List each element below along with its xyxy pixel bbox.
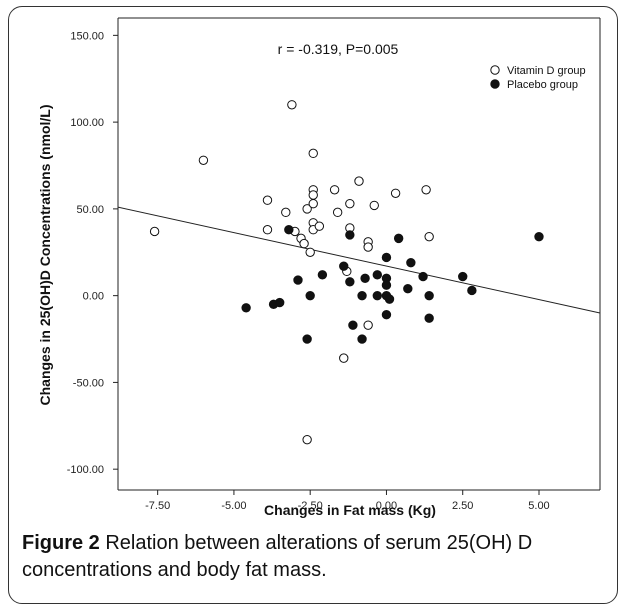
vitamin-d-point — [262, 195, 273, 205]
vitamin-d-point — [363, 320, 373, 330]
placebo-point — [357, 290, 367, 301]
vitamin-d-point — [390, 188, 401, 198]
x-tick-label: 0.00 — [376, 500, 397, 512]
placebo-point — [418, 271, 428, 282]
vitamin-d-point — [198, 155, 209, 165]
vitamin-d-point — [308, 148, 318, 159]
vitamin-d-point — [287, 100, 297, 110]
placebo-point — [360, 273, 370, 283]
vitamin-d-point — [363, 242, 373, 252]
x-tick-label: -5.00 — [221, 500, 246, 512]
vitamin-d-point — [302, 204, 312, 214]
vitamin-d-point — [354, 176, 364, 186]
placebo-point — [467, 285, 477, 296]
placebo-point — [345, 230, 355, 240]
vitamin-d-point — [314, 221, 325, 231]
vitamin-d-point — [308, 190, 318, 200]
vitamin-d-point — [369, 200, 379, 211]
y-tick-label: 0.00 — [83, 291, 104, 303]
placebo-point — [305, 290, 315, 301]
placebo-point — [317, 270, 328, 280]
placebo-point — [302, 334, 312, 344]
figure-frame — [8, 6, 618, 604]
vitamin-d-point — [424, 231, 434, 242]
y-axis-label: Changes in 25(OH)D Concentrations (nmol/… — [37, 104, 53, 405]
placebo-point — [381, 310, 392, 320]
legend-label-vitamin-d: Vitamin D group — [507, 65, 586, 77]
fit-line-group — [117, 206, 601, 314]
vitamin-d-point — [302, 434, 312, 445]
placebo-point — [357, 334, 367, 344]
placebo-point — [534, 231, 544, 242]
placebo-point — [274, 297, 285, 308]
data-points — [149, 100, 544, 445]
x-tick-label: 2.50 — [452, 500, 473, 512]
legend-marker-vitamin-d — [490, 65, 500, 75]
placebo-point — [284, 225, 294, 235]
y-tick-label: -50.00 — [73, 377, 104, 389]
placebo-point — [381, 280, 392, 290]
placebo-point — [403, 284, 413, 294]
y-tick-label: -100.00 — [67, 464, 104, 476]
placebo-point — [424, 313, 434, 323]
x-tick-label: 5.00 — [528, 500, 549, 512]
y-tick-label: 100.00 — [70, 117, 104, 129]
placebo-point — [424, 290, 434, 301]
x-tick-label: -2.50 — [298, 500, 323, 512]
y-tick-label: 50.00 — [76, 204, 104, 216]
legend: Vitamin D group Placebo group — [490, 65, 586, 91]
vitamin-d-point — [345, 198, 355, 209]
figure-caption-label: Figure 2 — [22, 532, 100, 554]
vitamin-d-point — [149, 226, 160, 237]
placebo-point — [393, 233, 404, 244]
vitamin-d-point — [299, 238, 309, 249]
x-tick-label: -7.50 — [145, 500, 170, 512]
vitamin-d-point — [305, 247, 315, 257]
vitamin-d-point — [339, 353, 349, 363]
y-tick-label: 150.00 — [70, 30, 104, 42]
legend-label-placebo: Placebo group — [507, 79, 578, 91]
legend-marker-placebo — [490, 79, 500, 89]
figure-caption-text: Relation between alterations of serum 25… — [22, 532, 533, 581]
correlation-annotation: r = -0.319, P=0.005 — [278, 41, 399, 57]
placebo-point — [372, 290, 383, 301]
vitamin-d-point — [308, 198, 318, 209]
vitamin-d-point — [332, 207, 343, 218]
regression-line — [117, 206, 601, 314]
scatter-chart: 150.00 100.00 50.00 0.00 -50.00 -100.00 -7.50… — [37, 17, 601, 518]
placebo-point — [345, 277, 355, 287]
y-ticks: 150.00 100.00 50.00 0.00 -50.00 -100.00 — [67, 30, 118, 476]
placebo-point — [384, 294, 395, 304]
vitamin-d-point — [329, 185, 340, 195]
vitamin-d-point — [262, 225, 273, 235]
placebo-point — [241, 303, 251, 313]
x-axis-label: Changes in Fat mass (Kg) — [264, 502, 436, 518]
vitamin-d-point — [421, 185, 431, 195]
placebo-point — [293, 275, 303, 285]
placebo-point — [372, 270, 383, 280]
x-ticks: -7.50 -5.00 -2.50 0.00 2.50 5.00 — [145, 490, 550, 512]
placebo-point — [406, 257, 416, 268]
placebo-point — [458, 271, 468, 282]
placebo-point — [348, 320, 358, 330]
placebo-point — [381, 252, 392, 263]
vitamin-d-point — [281, 207, 291, 218]
plot-area — [117, 17, 601, 491]
placebo-point — [339, 261, 349, 271]
figure-caption: Figure 2 Relation between alterations of… — [22, 530, 612, 584]
